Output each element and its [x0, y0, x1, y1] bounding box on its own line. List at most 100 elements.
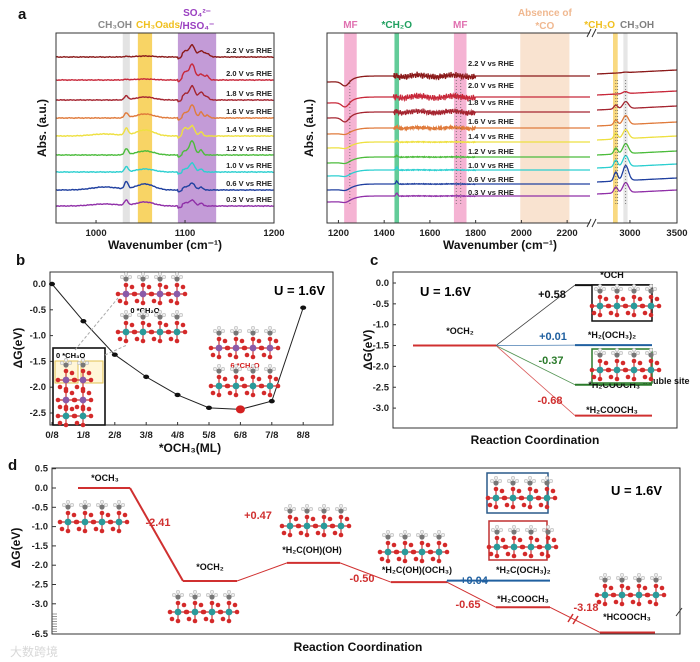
y-tick-label: -1.5 — [373, 341, 390, 352]
oxygen-atom — [594, 592, 600, 598]
oxygen-atom — [648, 358, 654, 364]
hydrogen-atom — [175, 590, 180, 595]
oxygen-atom — [436, 540, 442, 546]
oxygen-atom — [611, 592, 617, 598]
oxygen-atom — [74, 404, 80, 410]
oxygen-atom — [233, 392, 239, 398]
carbon-atom — [82, 504, 88, 510]
hydrogen-atom — [343, 507, 348, 512]
level-label: *H₂C(OH)(OH) — [282, 545, 342, 555]
hydrogen-atom — [619, 351, 624, 356]
hydrogen-atom — [144, 275, 149, 280]
carbon-atom — [267, 330, 273, 336]
oxygen-atom — [413, 556, 419, 562]
metal-atom — [337, 522, 345, 530]
x-tick-label: 3000 — [619, 228, 640, 239]
oxygen-atom — [180, 322, 186, 328]
hydrogen-atom — [524, 479, 529, 484]
potential-label: U = 1.6V — [420, 284, 471, 299]
band-label: MF — [453, 20, 467, 31]
spectrum-trace — [55, 124, 274, 139]
hydrogen-atom — [528, 476, 533, 481]
carbon-atom — [614, 352, 620, 358]
hydrogen-atom — [171, 593, 176, 598]
y-axis-title: ΔG(eV) — [9, 528, 23, 569]
hydrogen-atom — [649, 348, 654, 353]
hydrogen-atom — [515, 479, 520, 484]
structure-image — [485, 476, 558, 510]
hydrogen-atom — [246, 367, 251, 372]
oxygen-atom — [175, 600, 181, 606]
hydrogen-atom — [390, 533, 395, 538]
carbon-atom — [614, 288, 620, 294]
y-tick-label: -0.5 — [32, 502, 49, 513]
carbon-atom — [209, 594, 215, 600]
oxygen-atom — [273, 338, 279, 344]
hydrogen-atom — [292, 507, 297, 512]
carbon-atom — [250, 368, 256, 374]
x-axis-title: Reaction Coordination — [471, 433, 600, 447]
spectrum-trace — [597, 181, 677, 195]
hydrogen-atom — [205, 593, 210, 598]
oxygen-atom — [226, 600, 232, 606]
oxygen-atom — [385, 558, 391, 564]
hydrogen-atom — [229, 329, 234, 334]
y-axis-title: ΔG(eV) — [11, 328, 25, 369]
oxygen-atom — [315, 530, 321, 536]
oxygen-atom — [628, 592, 634, 598]
hydrogen-atom — [212, 367, 217, 372]
carbon-atom — [65, 504, 71, 510]
arrow-line — [74, 297, 119, 351]
spectrum-trace — [597, 142, 677, 156]
oxygen-atom — [645, 592, 651, 598]
y-axis-title: Abs. (a.u.) — [35, 99, 49, 157]
trace-label: 1.4 V vs RHE — [226, 125, 272, 134]
carbon-atom — [494, 529, 500, 535]
oxygen-atom — [74, 519, 80, 525]
hydrogen-atom — [220, 367, 225, 372]
oxygen-atom — [281, 530, 287, 536]
energy-change-label: +0.01 — [539, 331, 567, 343]
hydrogen-atom — [140, 310, 145, 315]
trace-label: 2.0 V vs RHE — [226, 69, 272, 78]
spectrum-trace — [327, 92, 590, 108]
oxygen-atom — [63, 368, 69, 374]
oxygen-atom — [614, 358, 620, 364]
x-axis-title: Reaction Coordination — [294, 640, 423, 654]
oxygen-atom — [631, 294, 637, 300]
hydrogen-atom — [196, 593, 201, 598]
oxygen-atom — [55, 397, 61, 403]
hydrogen-atom — [545, 476, 550, 481]
spectrum-trace — [55, 63, 274, 83]
carbon-atom — [338, 508, 344, 514]
hydrogen-atom — [188, 593, 193, 598]
oxygen-atom — [63, 404, 69, 410]
metal-atom — [266, 382, 274, 390]
hydrogen-atom — [611, 351, 616, 356]
x-tick-label: 8/8 — [297, 430, 310, 441]
oxygen-atom — [244, 390, 250, 396]
oxygen-atom — [551, 537, 557, 543]
oxygen-atom — [642, 374, 648, 380]
structure-image — [589, 348, 662, 382]
data-point — [174, 392, 181, 398]
x-tick-label: 1800 — [465, 228, 486, 239]
hydrogen-atom — [226, 590, 231, 595]
oxygen-atom — [516, 488, 522, 494]
structure-image — [115, 310, 188, 344]
oxygen-atom — [544, 486, 550, 492]
oxygen-atom — [55, 377, 61, 383]
inset-label: 0 *CH₃O — [56, 351, 85, 360]
oxygen-atom — [346, 523, 352, 529]
oxygen-atom — [57, 420, 63, 426]
hydrogen-atom — [84, 361, 89, 366]
energy-change-label: -0.65 — [455, 599, 480, 611]
hydrogen-atom — [86, 503, 91, 508]
oxygen-atom — [250, 374, 256, 380]
oxygen-atom — [140, 320, 146, 326]
oxygen-atom — [442, 542, 448, 548]
hydrogen-atom — [498, 479, 503, 484]
oxygen-atom — [209, 600, 215, 606]
connector-line — [236, 562, 288, 582]
